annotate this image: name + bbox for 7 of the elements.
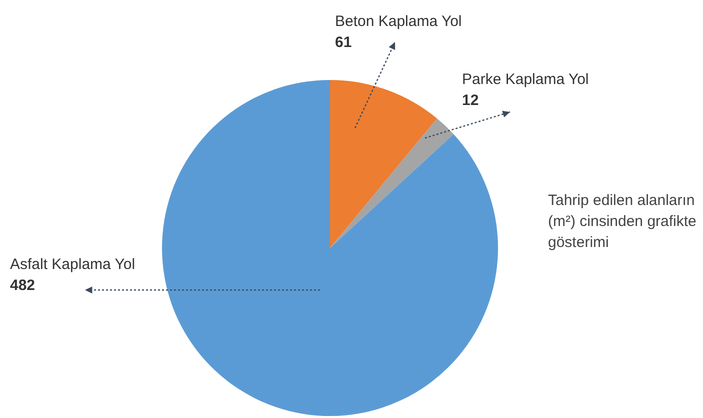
slice-label: Parke Kaplama Yol: [462, 71, 589, 88]
data-label: 61: [335, 34, 352, 52]
text: Tahrip edilen alanların (m²) cinsinden grafikte gösterimi: [548, 191, 698, 253]
slice-label: Asfalt Kaplama Yol: [10, 256, 136, 274]
data-label: 482: [10, 277, 36, 294]
data-label: 12: [462, 92, 479, 110]
slice-label: Beton Kaplama Yol: [335, 13, 462, 30]
